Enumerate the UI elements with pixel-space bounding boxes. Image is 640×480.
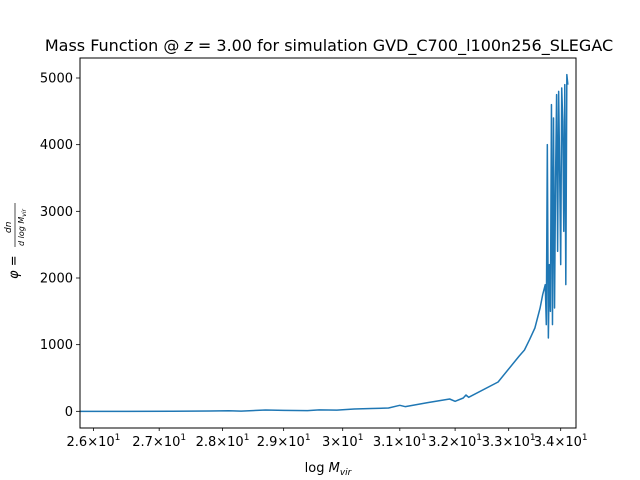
y-axis-label-phi: φ = xyxy=(7,255,22,279)
y-tick-label-3: 3000 xyxy=(40,205,73,220)
y-tick-label-4: 4000 xyxy=(40,138,73,153)
x-tick-label-3: 2.9×101 xyxy=(257,433,311,450)
x-tick-label-2: 2.8×101 xyxy=(196,433,250,450)
y-axis-label: φ = dn d log Mvir xyxy=(4,203,28,279)
series-line-0 xyxy=(80,73,569,413)
x-axis-label: log Mvir xyxy=(305,461,353,478)
y-axis-label-denominator: d log Mvir xyxy=(17,209,28,246)
y-axis-label-numerator: dn xyxy=(4,221,14,233)
y-tick-label-2: 2000 xyxy=(40,272,73,287)
x-tick-label-8: 3.4×101 xyxy=(534,433,588,450)
x-tick-label-0: 2.6×101 xyxy=(67,433,121,450)
series-layer xyxy=(80,73,569,413)
chart-title: Mass Function @ z = 3.00 for simulation … xyxy=(45,36,613,56)
x-tick-label-6: 3.2×101 xyxy=(428,433,482,450)
x-tick-label-7: 3.3×101 xyxy=(482,433,536,450)
x-tick-label-5: 3.1×101 xyxy=(373,433,427,450)
y-tick-label-1: 1000 xyxy=(40,338,73,353)
x-axis-ticks: 2.6×101 2.7×101 2.8×101 2.9×101 3×101 3.1×101… xyxy=(67,428,588,450)
axes-frame xyxy=(79,57,577,429)
y-tick-label-5: 5000 xyxy=(40,72,73,87)
plot-area xyxy=(79,57,577,429)
x-tick-label-4: 3×101 xyxy=(322,433,363,450)
y-tick-label-0: 0 xyxy=(65,405,73,420)
x-tick-label-1: 2.7×101 xyxy=(132,433,186,450)
y-axis-ticks: 0 1000 2000 3000 4000 5000 xyxy=(40,72,80,420)
